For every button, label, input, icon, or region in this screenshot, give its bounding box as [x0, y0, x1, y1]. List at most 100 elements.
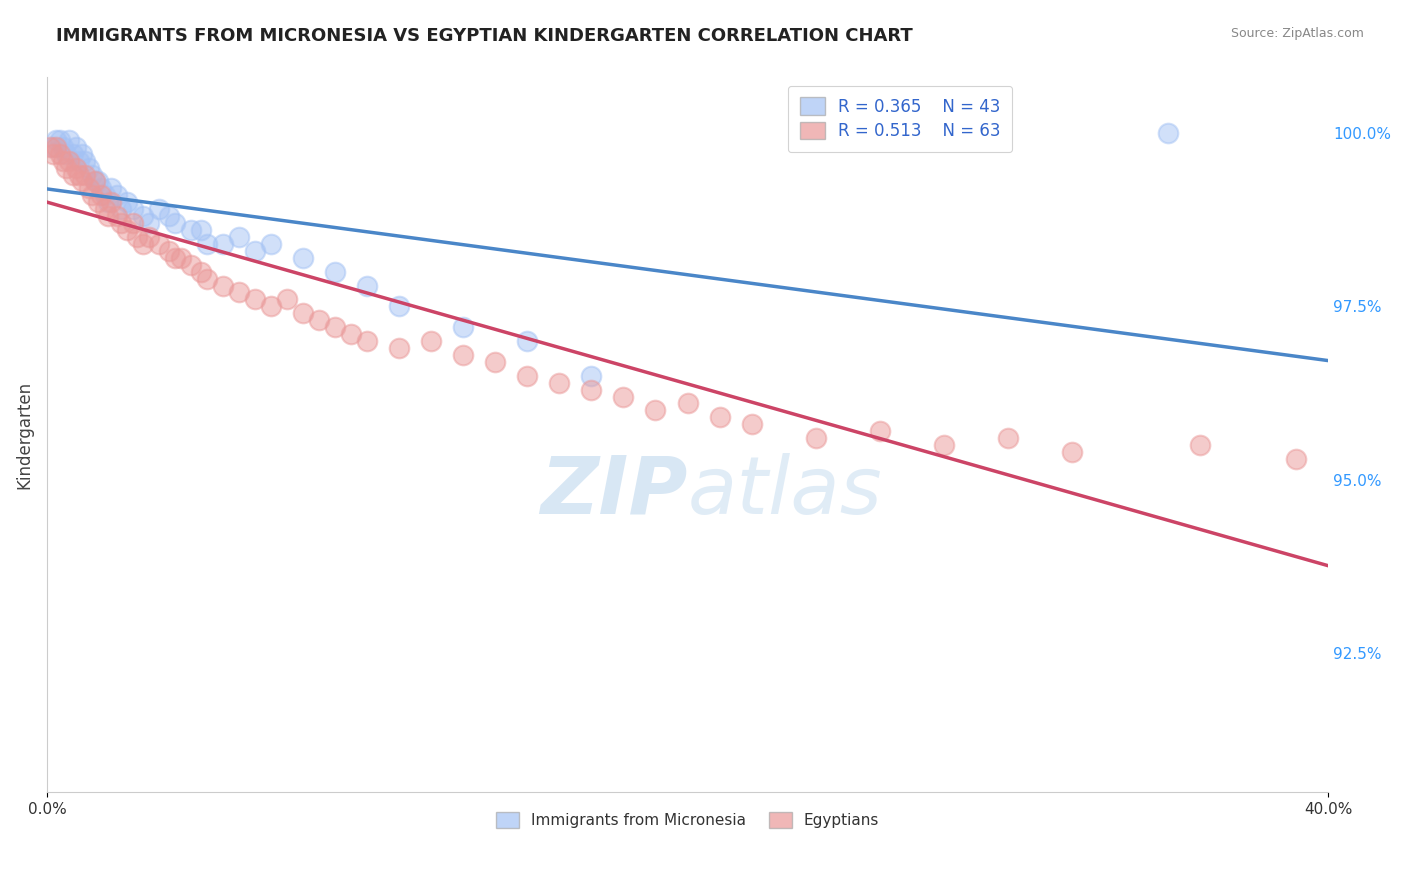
Point	[163, 216, 186, 230]
Point	[323, 320, 346, 334]
Text: IMMIGRANTS FROM MICRONESIA VS EGYPTIAN KINDERGARTEN CORRELATION CHART: IMMIGRANTS FROM MICRONESIA VS EGYPTIAN K…	[56, 27, 912, 45]
Point	[190, 223, 212, 237]
Point	[90, 188, 112, 202]
Point	[65, 140, 87, 154]
Point	[612, 390, 634, 404]
Point	[39, 140, 62, 154]
Point	[67, 153, 90, 168]
Point	[243, 244, 266, 258]
Point	[157, 244, 180, 258]
Point	[45, 133, 67, 147]
Point	[195, 271, 218, 285]
Point	[709, 410, 731, 425]
Point	[80, 188, 103, 202]
Point	[388, 299, 411, 313]
Point	[93, 188, 115, 202]
Point	[87, 174, 110, 188]
Point	[676, 396, 699, 410]
Point	[484, 355, 506, 369]
Point	[1188, 438, 1211, 452]
Point	[388, 341, 411, 355]
Point	[644, 403, 666, 417]
Point	[997, 431, 1019, 445]
Point	[110, 202, 132, 217]
Point	[243, 293, 266, 307]
Point	[453, 320, 475, 334]
Point	[70, 146, 93, 161]
Point	[420, 334, 443, 348]
Point	[190, 265, 212, 279]
Point	[105, 209, 128, 223]
Point	[132, 236, 155, 251]
Point	[195, 236, 218, 251]
Point	[105, 188, 128, 202]
Text: ZIP: ZIP	[540, 453, 688, 531]
Point	[157, 209, 180, 223]
Point	[132, 209, 155, 223]
Point	[170, 251, 193, 265]
Point	[869, 424, 891, 438]
Point	[62, 146, 84, 161]
Point	[180, 223, 202, 237]
Point	[148, 202, 170, 217]
Point	[516, 368, 538, 383]
Point	[163, 251, 186, 265]
Point	[260, 236, 283, 251]
Point	[48, 133, 70, 147]
Point	[65, 161, 87, 175]
Point	[55, 146, 77, 161]
Point	[48, 146, 70, 161]
Point	[52, 153, 75, 168]
Legend: Immigrants from Micronesia, Egyptians: Immigrants from Micronesia, Egyptians	[489, 806, 886, 834]
Point	[138, 230, 160, 244]
Y-axis label: Kindergarten: Kindergarten	[15, 381, 32, 489]
Point	[77, 181, 100, 195]
Point	[453, 348, 475, 362]
Point	[67, 168, 90, 182]
Point	[52, 140, 75, 154]
Point	[125, 230, 148, 244]
Point	[70, 174, 93, 188]
Point	[212, 236, 235, 251]
Point	[58, 153, 80, 168]
Point	[212, 278, 235, 293]
Point	[292, 251, 315, 265]
Point	[180, 258, 202, 272]
Point	[1285, 452, 1308, 467]
Point	[80, 168, 103, 182]
Point	[93, 202, 115, 217]
Point	[356, 278, 378, 293]
Point	[148, 236, 170, 251]
Point	[1157, 126, 1180, 140]
Point	[276, 293, 298, 307]
Point	[87, 195, 110, 210]
Point	[260, 299, 283, 313]
Point	[100, 195, 122, 210]
Point	[42, 140, 65, 154]
Point	[356, 334, 378, 348]
Point	[62, 168, 84, 182]
Point	[340, 327, 363, 342]
Point	[45, 140, 67, 154]
Point	[110, 216, 132, 230]
Point	[55, 161, 77, 175]
Point	[548, 376, 571, 390]
Point	[581, 368, 603, 383]
Point	[97, 195, 120, 210]
Point	[77, 161, 100, 175]
Point	[741, 417, 763, 432]
Point	[122, 216, 145, 230]
Point	[115, 223, 138, 237]
Point	[100, 181, 122, 195]
Point	[228, 285, 250, 300]
Point	[42, 146, 65, 161]
Point	[323, 265, 346, 279]
Point	[75, 153, 97, 168]
Point	[122, 202, 145, 217]
Point	[581, 383, 603, 397]
Point	[516, 334, 538, 348]
Point	[292, 306, 315, 320]
Point	[58, 133, 80, 147]
Text: Source: ZipAtlas.com: Source: ZipAtlas.com	[1230, 27, 1364, 40]
Point	[138, 216, 160, 230]
